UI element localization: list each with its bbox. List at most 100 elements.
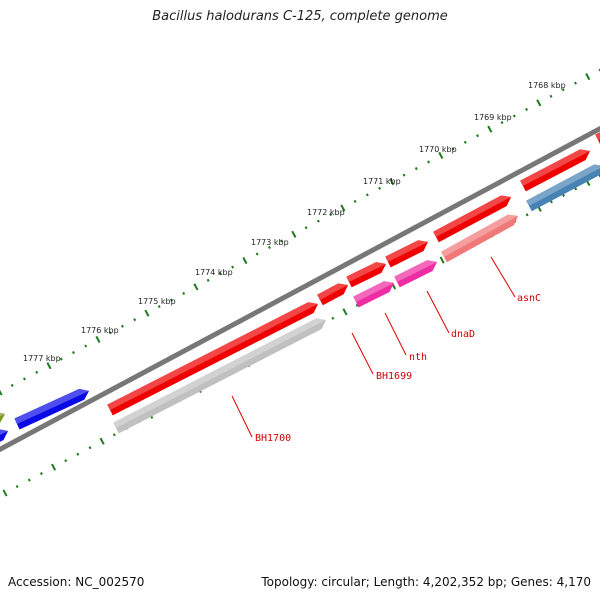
kbp-label: 1774 kbp	[195, 268, 233, 277]
minor-tick	[561, 88, 565, 92]
minor-tick	[255, 252, 259, 256]
major-tick	[2, 489, 8, 497]
minor-tick	[378, 186, 382, 190]
minor-tick	[121, 324, 124, 328]
major-tick	[95, 335, 101, 343]
label-leader-line	[426, 290, 450, 334]
gene-labels: asnC dnaD nth BH1699 BH1700	[231, 256, 541, 444]
cds-edge	[595, 132, 600, 144]
gene-bh1700-highlight	[113, 318, 326, 428]
gene-label-bh1699: BH1699	[376, 371, 412, 382]
minor-tick	[331, 316, 335, 320]
minor-tick	[365, 193, 369, 197]
minor-tick	[353, 199, 357, 203]
minor-tick	[562, 193, 566, 197]
minor-tick	[59, 357, 63, 361]
cds-bh1699-highlight	[317, 283, 348, 300]
minor-tick	[182, 291, 186, 295]
minor-tick	[549, 200, 553, 204]
gene-label-nth: nth	[409, 352, 427, 363]
major-tick	[291, 230, 297, 238]
minor-tick	[218, 272, 222, 276]
minor-tick	[525, 107, 528, 111]
major-tick	[340, 204, 346, 212]
gene-blue-edge	[0, 429, 8, 442]
gene-asnc	[441, 214, 518, 263]
major-tick	[99, 437, 105, 445]
cds-edge-highlight	[595, 132, 600, 140]
gene-nth	[353, 281, 394, 308]
minor-tick	[329, 213, 333, 217]
gene-blue-edge-highlight	[0, 429, 8, 435]
minor-tick	[231, 265, 235, 269]
kbp-labels: 1768 kbp 1769 kbp 1770 kbp 1771 kbp 1772 kbp…	[23, 81, 566, 363]
major-tick	[342, 308, 348, 316]
map-title: Bacillus halodurans C-125, complete geno…	[152, 9, 448, 24]
minor-tick	[414, 167, 418, 171]
major-tick	[439, 256, 445, 264]
kbp-label: 1770 kbp	[419, 145, 457, 154]
minor-tick	[304, 226, 308, 230]
minor-tick	[112, 433, 116, 437]
minor-tick	[76, 452, 80, 456]
major-tick	[585, 73, 591, 81]
kbp-label: 1769 kbp	[474, 113, 512, 122]
cds-bh1700	[107, 302, 319, 416]
major-tick	[0, 389, 3, 396]
minor-tick	[267, 245, 271, 249]
minor-tick	[451, 147, 455, 151]
minor-tick	[39, 472, 43, 476]
minor-tick	[133, 318, 137, 322]
major-tick	[438, 151, 444, 159]
gene-dnad	[394, 260, 437, 288]
cds-right	[520, 149, 590, 192]
cds-dnad-highlight	[385, 240, 428, 262]
minor-tick	[463, 140, 467, 144]
gene-asnc-highlight	[441, 214, 518, 257]
feature-track	[0, 132, 600, 442]
major-tick	[144, 309, 150, 317]
gene-olive-edge	[0, 412, 5, 423]
kbp-label: 1777 kbp	[23, 354, 61, 363]
major-tick	[242, 257, 248, 265]
gene-steel-highlight	[526, 164, 600, 206]
genome-summary-text: Topology: circular; Length: 4,202,352 bp…	[261, 575, 591, 589]
gene-steel	[526, 164, 600, 212]
major-tick	[487, 125, 493, 133]
minor-tick	[108, 331, 112, 335]
minor-tick	[10, 383, 14, 387]
accession-text: Accession: NC_002570	[8, 575, 145, 589]
kbp-label: 1773 kbp	[251, 238, 289, 247]
gene-label-dnad: dnaD	[451, 329, 475, 340]
minor-tick	[64, 459, 68, 463]
minor-tick	[525, 213, 529, 217]
cds-asnc	[433, 195, 511, 243]
minor-tick	[316, 219, 320, 223]
cds-bh1699	[317, 283, 348, 306]
kbp-label: 1775 kbp	[138, 297, 176, 306]
minor-tick	[512, 114, 516, 118]
gene-label-bh1700: BH1700	[255, 433, 291, 444]
minor-tick	[280, 239, 284, 243]
minor-tick	[72, 351, 75, 355]
minor-tick	[574, 81, 577, 85]
major-tick	[536, 99, 542, 107]
major-tick	[193, 283, 199, 291]
minor-tick	[169, 298, 173, 302]
minor-tick	[476, 134, 479, 138]
gene-label-asnc: asnC	[517, 293, 541, 304]
gene-blue-highlight	[14, 388, 90, 424]
minor-tick	[35, 370, 39, 374]
major-tick	[389, 178, 395, 186]
label-leader-line	[384, 312, 407, 356]
gene-nth-highlight	[353, 281, 394, 302]
kbp-label: 1768 kbp	[528, 81, 566, 90]
major-tick	[51, 463, 57, 471]
kbp-label: 1772 kbp	[307, 208, 345, 217]
cds-bh1700-highlight	[107, 302, 319, 410]
cds-nth-highlight	[346, 262, 386, 282]
minor-tick	[355, 303, 359, 307]
minor-tick	[84, 344, 88, 348]
